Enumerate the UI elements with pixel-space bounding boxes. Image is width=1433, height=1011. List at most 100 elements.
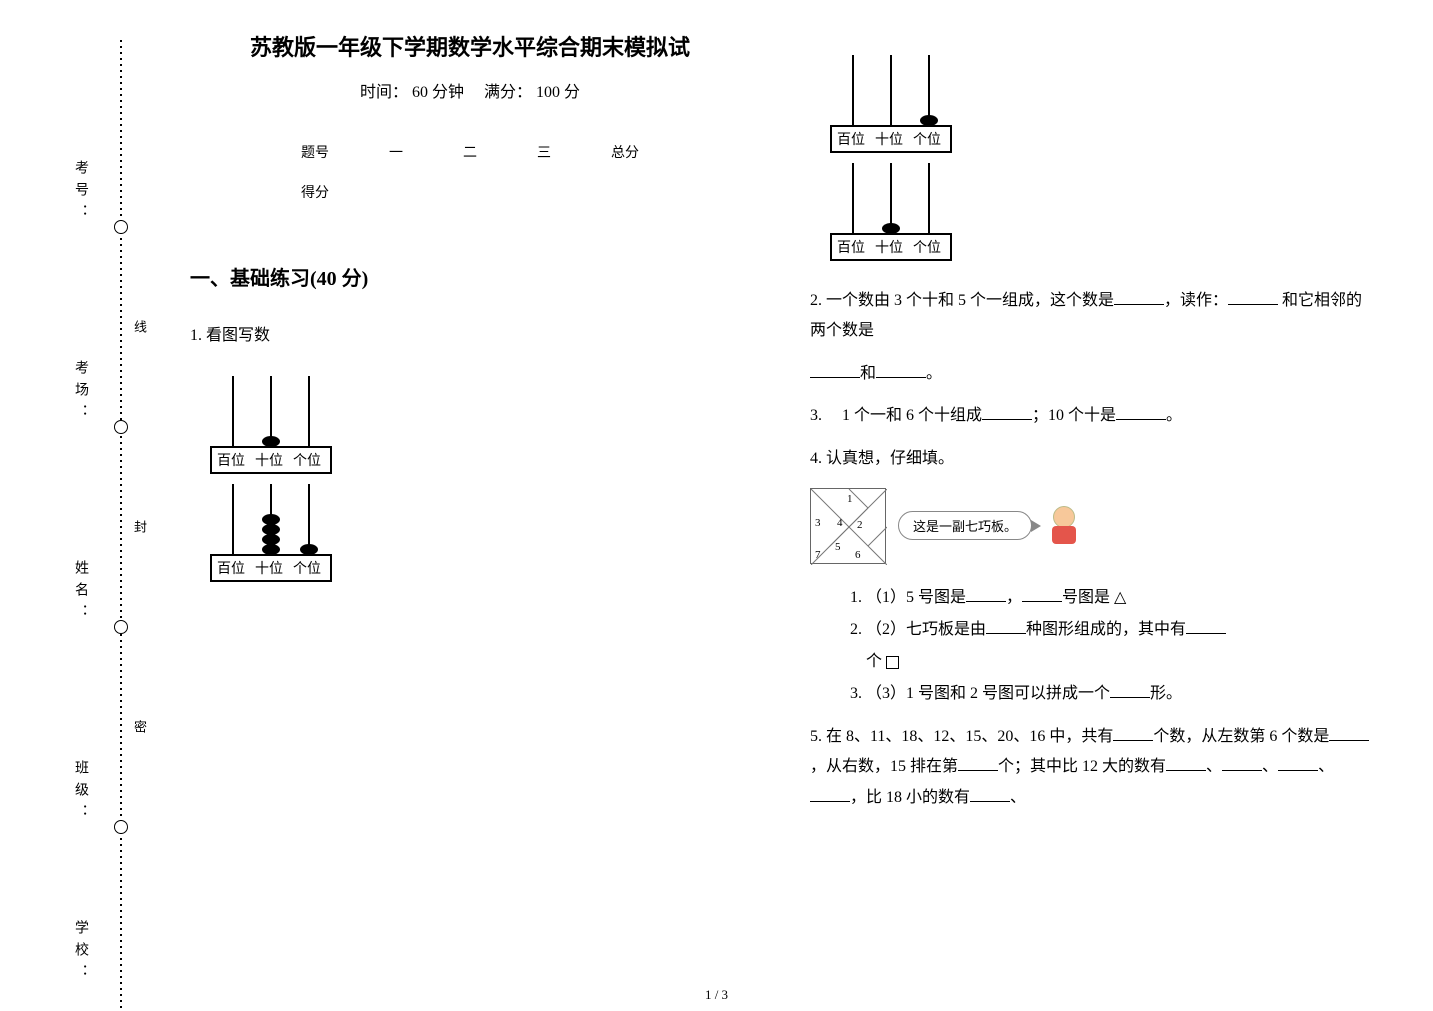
abacus-4: 百位 十位 个位 <box>830 163 952 261</box>
square-icon <box>886 656 899 669</box>
label-class: 班级： <box>70 760 90 826</box>
score-table: 题号 一 二 三 总分 得分 <box>271 132 669 212</box>
q4-part: （3）1 号图和 2 号图可以拼成一个 <box>866 685 1110 702</box>
exam-subtitle: 时间： 60 分钟 满分： 100 分 <box>190 78 750 102</box>
abacus-label: 个位 <box>288 556 326 580</box>
blank <box>1228 289 1278 305</box>
abacus-2: 百位 十位 个位 <box>210 484 332 582</box>
speech-text: 这是一副七巧板。 <box>913 519 1017 534</box>
blank <box>982 404 1032 420</box>
abacus-3: 百位 十位 个位 <box>830 55 952 153</box>
abacus-col-ten <box>252 484 290 554</box>
score-cell <box>433 172 507 212</box>
q3-part: ；10 个十是 <box>1032 407 1116 424</box>
abacus-col-one <box>910 163 948 233</box>
abacus-col-one <box>290 376 328 446</box>
abacus-col-one <box>910 55 948 125</box>
blank <box>810 786 850 802</box>
q4-item-3: 3. （3）1 号图和 2 号图可以拼成一个形。 <box>850 678 1370 710</box>
score-cell <box>581 172 669 212</box>
q5-part: 、 <box>1262 758 1278 775</box>
blank <box>810 362 860 378</box>
q2-text: 2. 一个数由 3 个十和 5 个一组成，这个数是，读作： 和它相邻的两个数是 <box>810 286 1370 347</box>
q4-label: 4. 认真想，仔细填。 <box>810 444 1370 474</box>
abacus-col-ten <box>252 376 290 446</box>
time-prefix: 时间： <box>360 84 408 101</box>
tangram-num: 2 <box>857 519 863 531</box>
q5-part: ，从右数，15 排在第 <box>810 758 958 775</box>
q5-part: 、 <box>1010 789 1026 806</box>
q2-part: 。 <box>926 365 942 382</box>
blank <box>986 618 1026 634</box>
q2-part: 2. 一个数由 3 个十和 5 个一组成，这个数是 <box>810 292 1114 309</box>
bead-icon <box>882 223 900 234</box>
tangram-num: 5 <box>835 541 841 553</box>
blank <box>1110 682 1150 698</box>
abacus-col-one <box>290 484 328 554</box>
q1-label: 1. 看图写数 <box>190 321 750 351</box>
th-3: 三 <box>507 132 581 172</box>
q4-sublist: 1. （1）5 号图是，号图是 △ 2. （2）七巧板是由种图形组成的，其中有 … <box>810 582 1370 710</box>
binding-strip: 考号： 考场： 姓名： 班级： 学校： 线 封 密 <box>40 20 130 990</box>
th-2: 二 <box>433 132 507 172</box>
bead-icon <box>920 115 938 126</box>
blank <box>1116 404 1166 420</box>
page-content: 苏教版一年级下学期数学水平综合期末模拟试 时间： 60 分钟 满分： 100 分… <box>160 30 1400 980</box>
bead-icon <box>262 436 280 447</box>
q5-part: 、 <box>1318 758 1334 775</box>
blank <box>1329 725 1369 741</box>
label-exam-number: 考号： <box>70 160 90 226</box>
section-1-heading: 一、基础练习(40 分) <box>190 262 750 291</box>
tangram-row: 1 2 3 4 5 6 7 这是一副七巧板。 <box>810 488 1370 564</box>
blank <box>958 755 998 771</box>
seal-char-line: 线 <box>130 320 149 343</box>
q4-part: （1）5 号图是 <box>866 589 966 606</box>
exam-title: 苏教版一年级下学期数学水平综合期末模拟试 <box>190 30 750 62</box>
abacus-label: 十位 <box>870 127 908 151</box>
abacus-col-ten <box>872 163 910 233</box>
abacus-1: 百位 十位 个位 <box>210 376 332 474</box>
abacus-label: 百位 <box>212 448 250 472</box>
q5-part: 、 <box>1206 758 1222 775</box>
q4-part: 形。 <box>1150 685 1182 702</box>
abacus-group-left: 百位 十位 个位 百位 十位 个位 <box>210 371 750 587</box>
binding-dotted-line <box>120 40 122 1010</box>
blank <box>1166 755 1206 771</box>
full-score: 100 分 <box>536 84 580 101</box>
tangram-num: 3 <box>815 517 821 529</box>
sub-num: 1. <box>850 589 862 606</box>
binding-circle <box>114 620 128 634</box>
blank <box>1022 586 1062 602</box>
abacus-col-hundred <box>834 163 872 233</box>
abacus-label: 百位 <box>832 235 870 259</box>
abacus-col-hundred <box>834 55 872 125</box>
th-num: 题号 <box>271 132 359 172</box>
q4-part: ， <box>1006 589 1022 606</box>
q2-part: ，读作： <box>1164 292 1228 309</box>
blank <box>970 786 1010 802</box>
q4-part: 号图是 <box>1062 589 1114 606</box>
q4-item-2: 2. （2）七巧板是由种图形组成的，其中有 个 <box>850 614 1370 678</box>
page-number: 1 / 3 <box>705 987 728 1003</box>
score-cell <box>507 172 581 212</box>
tangram-num: 4 <box>837 517 843 529</box>
blank <box>1113 725 1153 741</box>
seal-char-secret: 密 <box>130 720 149 743</box>
sub-num: 2. <box>850 621 862 638</box>
tangram-num: 7 <box>815 549 821 561</box>
abacus-label: 个位 <box>908 235 946 259</box>
blank <box>1222 755 1262 771</box>
binding-circle <box>114 420 128 434</box>
label-name: 姓名： <box>70 560 90 626</box>
q3-part: 3. 1 个一和 6 个十组成 <box>810 407 982 424</box>
abacus-label: 十位 <box>250 556 288 580</box>
abacus-col-hundred <box>214 376 252 446</box>
th-1: 一 <box>359 132 433 172</box>
abacus-label: 十位 <box>250 448 288 472</box>
time-value: 60 分钟 <box>412 84 464 101</box>
abacus-label: 百位 <box>212 556 250 580</box>
seal-char-seal: 封 <box>130 520 149 543</box>
q5-text: 5. 在 8、11、18、12、15、20、16 中，共有个数，从左数第 6 个… <box>810 722 1370 813</box>
abacus-col-hundred <box>214 484 252 554</box>
blank <box>966 586 1006 602</box>
